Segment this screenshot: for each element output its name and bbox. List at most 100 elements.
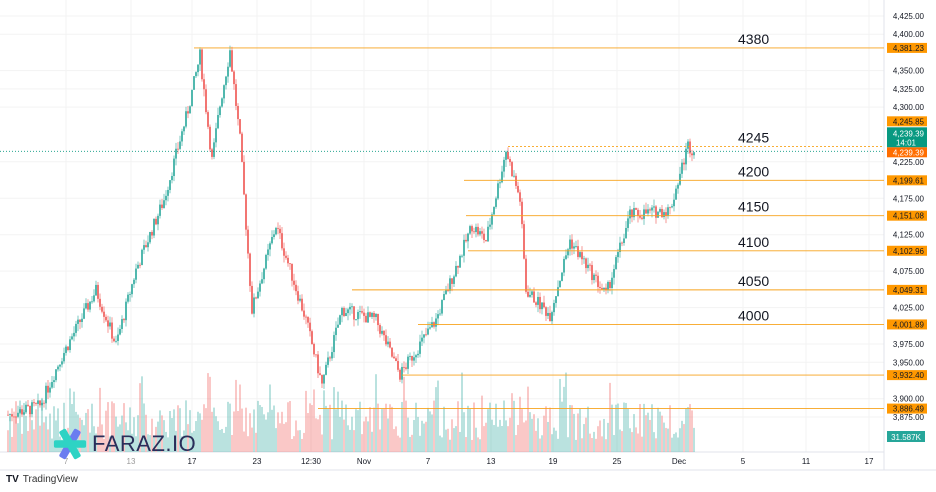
volume-bar bbox=[613, 435, 615, 452]
candle-body bbox=[97, 284, 99, 299]
candle-body bbox=[369, 312, 371, 317]
candle-body bbox=[45, 385, 47, 404]
volume-bar bbox=[437, 380, 439, 452]
volume-bar bbox=[237, 410, 239, 452]
candle-body bbox=[205, 89, 207, 113]
volume-bar bbox=[623, 402, 625, 452]
candle-body bbox=[213, 142, 215, 157]
volume-bar bbox=[469, 408, 471, 452]
candle-body bbox=[227, 66, 229, 77]
candle-body bbox=[203, 79, 205, 90]
volume-bar bbox=[319, 414, 321, 452]
volume-bar bbox=[535, 430, 537, 452]
candle-body bbox=[37, 400, 39, 404]
level-price-tag bbox=[887, 116, 927, 127]
candle-body bbox=[663, 212, 665, 218]
volume-bar bbox=[291, 439, 293, 452]
candle-body bbox=[667, 207, 669, 216]
price-chart[interactable]: 4380 4245 4200 4150 4100 4050 4000 4,425.00 4,40… bbox=[0, 0, 936, 472]
candle-body bbox=[245, 194, 247, 230]
volume-bar bbox=[17, 423, 19, 452]
candle-body bbox=[529, 294, 531, 297]
price-tick-label: 4,175.00 bbox=[893, 194, 925, 203]
candle-body bbox=[679, 173, 681, 185]
volume-bar bbox=[153, 436, 155, 452]
candle-body bbox=[639, 215, 641, 218]
volume-bar bbox=[285, 422, 287, 452]
volume-bar bbox=[123, 403, 125, 452]
candle-body bbox=[601, 287, 603, 290]
candle-body bbox=[53, 380, 55, 383]
volume-bar bbox=[91, 403, 93, 452]
candle-body bbox=[581, 252, 583, 260]
candle-body bbox=[483, 233, 485, 241]
candle-body bbox=[141, 249, 143, 266]
candle-body bbox=[493, 206, 495, 215]
candle-body bbox=[231, 50, 233, 72]
level-price-tag bbox=[887, 175, 927, 186]
volume-bar bbox=[129, 407, 131, 452]
candle-body bbox=[291, 263, 293, 281]
candle-body bbox=[557, 287, 559, 297]
volume-bar bbox=[647, 412, 649, 452]
candle-body bbox=[677, 184, 679, 189]
volume-bar bbox=[345, 404, 347, 452]
volume-bar bbox=[389, 404, 391, 452]
candle-body bbox=[693, 152, 695, 156]
volume-bar bbox=[547, 421, 549, 452]
candle-body bbox=[249, 253, 251, 286]
price-tick-label: 3,950.00 bbox=[893, 358, 925, 367]
candle-body bbox=[391, 347, 393, 357]
candle-body bbox=[373, 313, 375, 318]
volume-bar bbox=[529, 412, 531, 452]
candle-body bbox=[547, 312, 549, 316]
volume-bar bbox=[41, 399, 43, 452]
volume-bar bbox=[333, 387, 335, 452]
level-price-tag bbox=[887, 42, 927, 53]
candle-body bbox=[575, 246, 577, 247]
volume-bar bbox=[625, 402, 627, 452]
candle-body bbox=[167, 189, 169, 196]
level-label: 4000 bbox=[738, 307, 769, 323]
candle-body bbox=[587, 264, 589, 269]
volume-bar bbox=[423, 423, 425, 452]
candle-body bbox=[263, 268, 265, 280]
candle-body bbox=[533, 291, 535, 303]
volume-bar bbox=[453, 428, 455, 452]
candle-body bbox=[303, 310, 305, 317]
candle-body bbox=[461, 255, 463, 257]
candle-body bbox=[507, 151, 509, 160]
candle-body bbox=[15, 416, 17, 418]
volume-bar bbox=[195, 421, 197, 452]
volume-bar bbox=[121, 415, 123, 452]
candle-body bbox=[479, 231, 481, 235]
volume-bar bbox=[55, 420, 57, 452]
time-tick-label: 19 bbox=[549, 457, 558, 466]
volume-bar bbox=[451, 419, 453, 452]
candle-body bbox=[339, 315, 341, 325]
volume-bar bbox=[341, 400, 343, 452]
volume-bar bbox=[227, 401, 229, 452]
price-tick-label: 4,300.00 bbox=[893, 103, 925, 112]
volume-bar bbox=[343, 419, 345, 452]
candle-body bbox=[591, 265, 593, 281]
candle-body bbox=[279, 228, 281, 234]
volume-bar bbox=[51, 438, 53, 452]
candle-body bbox=[477, 226, 479, 235]
volume-bar bbox=[685, 408, 687, 452]
level-price-tag-text: 4,199.61 bbox=[893, 176, 925, 185]
candle-body bbox=[73, 332, 75, 337]
candle-body bbox=[631, 209, 633, 218]
candle-body bbox=[75, 323, 77, 333]
candle-body bbox=[343, 308, 345, 317]
candle-body bbox=[523, 224, 525, 259]
candle-body bbox=[33, 402, 35, 404]
volume-bar bbox=[509, 417, 511, 452]
watermark-text: FARAZ.IO bbox=[92, 431, 197, 456]
volume-bar bbox=[419, 435, 421, 452]
candle-body bbox=[191, 89, 193, 107]
candle-body bbox=[233, 71, 235, 85]
candle-body bbox=[641, 217, 643, 219]
candle-body bbox=[457, 265, 459, 268]
candle-body bbox=[675, 188, 677, 200]
